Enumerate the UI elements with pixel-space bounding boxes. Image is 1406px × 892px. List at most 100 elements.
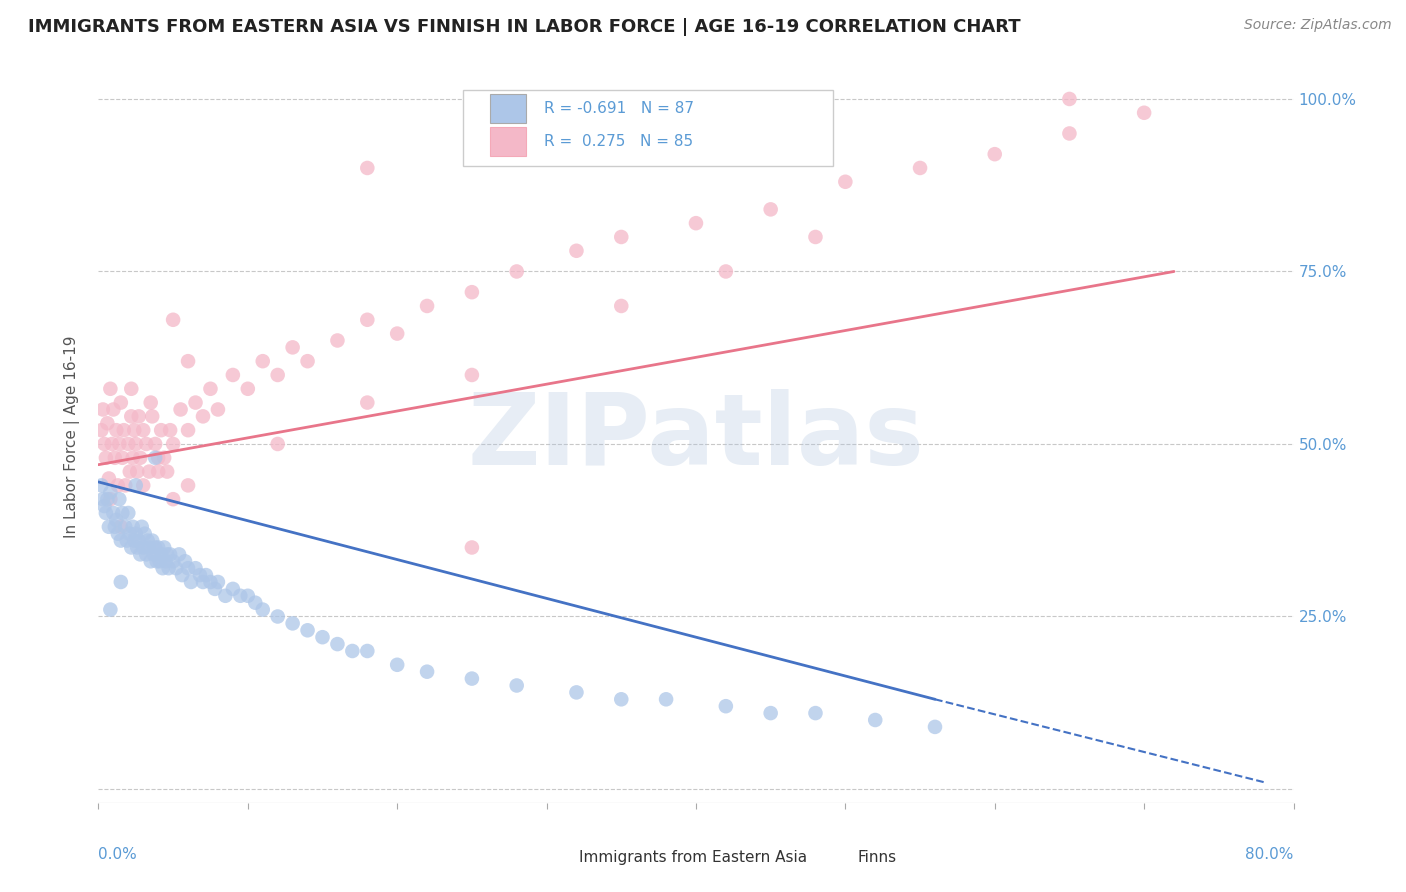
Point <box>865 713 887 727</box>
Point <box>236 589 259 603</box>
Point <box>461 368 484 382</box>
Point <box>610 230 633 244</box>
Point <box>356 161 378 175</box>
Point <box>143 541 166 555</box>
Point <box>356 644 378 658</box>
Point <box>139 395 162 409</box>
Point <box>156 548 179 562</box>
Point <box>200 382 222 396</box>
Point <box>311 630 333 644</box>
Text: IMMIGRANTS FROM EASTERN ASIA VS FINNISH IN LABOR FORCE | AGE 16-19 CORRELATION C: IMMIGRANTS FROM EASTERN ASIA VS FINNISH … <box>28 18 1021 36</box>
Point <box>685 216 707 230</box>
Point <box>148 450 170 465</box>
Point <box>162 312 184 326</box>
Point <box>834 175 856 189</box>
Point <box>184 561 207 575</box>
Point <box>120 409 142 424</box>
Point <box>127 541 149 555</box>
Point <box>759 706 782 720</box>
Point <box>91 402 114 417</box>
Point <box>98 602 122 616</box>
Point <box>506 264 529 278</box>
Point <box>148 541 170 555</box>
Point <box>222 582 245 596</box>
Point <box>149 554 172 568</box>
Point <box>195 568 218 582</box>
Point <box>172 568 194 582</box>
Point <box>297 354 319 368</box>
FancyBboxPatch shape <box>463 90 834 167</box>
Point <box>124 423 146 437</box>
Point <box>342 644 364 658</box>
Point <box>804 706 827 720</box>
Point <box>94 450 117 465</box>
FancyBboxPatch shape <box>491 127 526 156</box>
Point <box>90 423 112 437</box>
Point <box>155 554 177 568</box>
Point <box>416 299 439 313</box>
Point <box>105 423 128 437</box>
Point <box>120 382 142 396</box>
Point <box>924 720 946 734</box>
Point <box>416 665 439 679</box>
Point <box>177 354 200 368</box>
Point <box>132 423 155 437</box>
Text: R = -0.691   N = 87: R = -0.691 N = 87 <box>544 101 695 116</box>
Point <box>101 437 124 451</box>
Point <box>124 533 146 548</box>
Point <box>714 699 737 714</box>
FancyBboxPatch shape <box>825 850 852 869</box>
Point <box>156 465 179 479</box>
Point <box>97 471 120 485</box>
Point <box>908 161 931 175</box>
Point <box>162 492 184 507</box>
Point <box>267 368 290 382</box>
Point <box>984 147 1007 161</box>
Point <box>117 437 139 451</box>
Point <box>96 492 118 507</box>
Text: Finns: Finns <box>858 850 897 865</box>
Point <box>112 423 135 437</box>
Point <box>105 513 128 527</box>
Point <box>129 450 152 465</box>
Point <box>461 541 484 555</box>
Point <box>177 561 200 575</box>
Point <box>104 520 127 534</box>
Point <box>135 548 157 562</box>
Text: R =  0.275   N = 85: R = 0.275 N = 85 <box>544 134 693 149</box>
Point <box>128 533 150 548</box>
Point <box>141 533 163 548</box>
Point <box>108 437 131 451</box>
Point <box>204 582 226 596</box>
Point <box>139 554 162 568</box>
Point <box>127 465 149 479</box>
Point <box>267 609 290 624</box>
Point <box>104 450 127 465</box>
Point <box>214 589 236 603</box>
Point <box>132 478 155 492</box>
Point <box>159 548 181 562</box>
Point <box>610 299 633 313</box>
Point <box>110 533 132 548</box>
Point <box>759 202 782 217</box>
Point <box>103 402 125 417</box>
Point <box>125 478 148 492</box>
Point <box>236 382 259 396</box>
Point <box>138 465 160 479</box>
Point <box>98 485 122 500</box>
Point <box>1059 92 1081 106</box>
Point <box>169 402 191 417</box>
Text: Source: ZipAtlas.com: Source: ZipAtlas.com <box>1244 18 1392 32</box>
Point <box>281 616 304 631</box>
Point <box>150 548 173 562</box>
Point <box>129 548 152 562</box>
Point <box>385 657 409 672</box>
Point <box>143 450 166 465</box>
Point <box>98 492 122 507</box>
Point <box>118 526 141 541</box>
Point <box>125 437 148 451</box>
Point <box>655 692 678 706</box>
Point <box>162 437 184 451</box>
Point <box>297 624 319 638</box>
Point <box>96 417 118 431</box>
